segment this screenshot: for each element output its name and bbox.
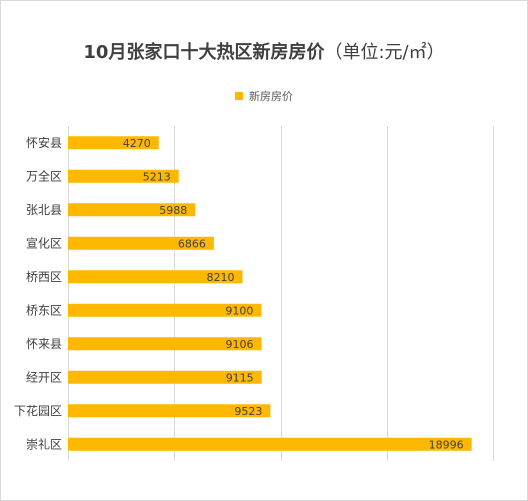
data-label-6: 9106 xyxy=(226,338,254,351)
category-label-1: 万全区 xyxy=(26,168,62,183)
chart-title-main: 10月张家口十大热区新房房价 xyxy=(83,42,325,63)
bar-6 xyxy=(68,337,262,351)
chart-title-unit: （单位:元/㎡） xyxy=(324,42,445,63)
category-label-4: 桥西区 xyxy=(26,270,62,284)
bar-2 xyxy=(68,203,196,217)
category-label-8: 下花园区 xyxy=(14,403,62,418)
data-label-7: 9115 xyxy=(226,371,254,384)
bar-0 xyxy=(68,136,159,150)
legend-swatch xyxy=(235,92,243,100)
data-label-4: 8210 xyxy=(206,271,234,284)
category-label-9: 崇礼区 xyxy=(26,436,62,451)
bar-3 xyxy=(68,236,214,250)
category-label-6: 怀来县 xyxy=(26,337,62,351)
category-label-0: 怀安县 xyxy=(26,135,62,150)
category-label-7: 经开区 xyxy=(26,370,62,384)
data-label-1: 5213 xyxy=(143,170,171,183)
bar-4 xyxy=(68,270,243,284)
bar-5 xyxy=(68,303,262,317)
data-label-2: 5988 xyxy=(159,204,187,217)
data-label-9: 18996 xyxy=(429,438,464,451)
bar-7 xyxy=(68,370,262,384)
chart-legend: 新房房价 xyxy=(0,88,528,104)
bar-9 xyxy=(68,437,472,451)
category-label-5: 桥东区 xyxy=(26,303,62,317)
data-label-8: 9523 xyxy=(234,405,262,418)
data-label-0: 4270 xyxy=(123,137,151,150)
category-label-2: 张北县 xyxy=(26,203,62,217)
bar-8 xyxy=(68,404,271,418)
data-label-3: 6866 xyxy=(178,237,206,250)
data-label-5: 9100 xyxy=(225,304,253,317)
bar-1 xyxy=(68,169,179,183)
legend-label: 新房房价 xyxy=(249,90,293,103)
category-label-3: 宣化区 xyxy=(26,235,62,250)
chart-title: 10月张家口十大热区新房房价（单位:元/㎡） xyxy=(0,38,528,64)
